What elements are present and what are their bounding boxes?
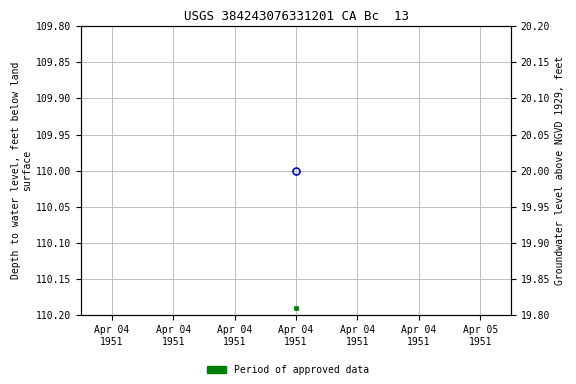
Y-axis label: Depth to water level, feet below land
surface: Depth to water level, feet below land su… bbox=[10, 62, 32, 280]
Title: USGS 384243076331201 CA Bc  13: USGS 384243076331201 CA Bc 13 bbox=[184, 10, 408, 23]
Y-axis label: Groundwater level above NGVD 1929, feet: Groundwater level above NGVD 1929, feet bbox=[555, 56, 566, 285]
Legend: Period of approved data: Period of approved data bbox=[203, 361, 373, 379]
